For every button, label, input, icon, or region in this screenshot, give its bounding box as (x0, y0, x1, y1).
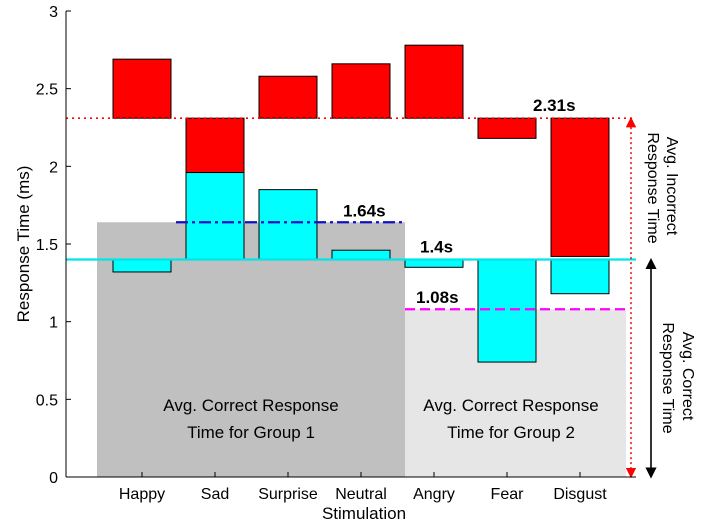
x-tick-label: Sad (201, 486, 229, 503)
correct-bar-fear (477, 259, 537, 363)
correct-bar-happy (112, 259, 172, 273)
x-axis-title: Stimulation (322, 504, 406, 523)
incorrect-bar-disgust (550, 117, 610, 257)
x-tick-label: Neutral (335, 486, 387, 503)
side-label-incorrect-line1: Avg. Incorrect (663, 137, 680, 236)
correct-bar-angry (404, 259, 464, 268)
group-label-1-line1: Avg. Correct Response (163, 396, 338, 415)
x-tick-label: Fear (491, 486, 525, 503)
incorrect-bar-sad (185, 117, 245, 180)
ref-label-1_08: 1.08s (416, 288, 459, 307)
correct-bar-neutral (331, 249, 391, 261)
x-tick-label: Disgust (553, 486, 607, 503)
incorrect-bar-surprise (258, 75, 318, 119)
x-tick-label: Surprise (258, 486, 318, 503)
x-tick-label: Angry (413, 486, 455, 503)
x-tick-label: Happy (119, 486, 165, 503)
ref-label-1_64: 1.64s (343, 201, 386, 220)
side-label-correct-line2: Response Time (659, 322, 676, 433)
incorrect-bar-neutral (331, 63, 391, 119)
ref-label-2_31: 2.31s (533, 96, 576, 115)
incorrect-bar-happy (112, 58, 172, 119)
y-tick-label: 1 (49, 315, 58, 332)
incorrect-bar-angry (404, 44, 464, 119)
y-tick-label: 2 (49, 159, 58, 176)
y-tick-label: 3 (49, 4, 58, 21)
side-label-correct-line1: Avg. Correct (679, 332, 696, 421)
group-label-1-line2: Time for Group 1 (187, 423, 315, 442)
y-tick-label: 0.5 (36, 392, 58, 409)
side-label-incorrect-line2: Response Time (644, 132, 661, 243)
ref-label-1_4: 1.4s (420, 238, 453, 257)
incorrect-bar-fear (477, 117, 537, 139)
group-label-2-line1: Avg. Correct Response (423, 396, 598, 415)
group-label-2-line2: Time for Group 2 (447, 423, 575, 442)
y-axis-title: Response Time (ms) (14, 166, 33, 323)
y-tick-label: 1.5 (36, 237, 58, 254)
y-tick-label: 2.5 (36, 82, 58, 99)
y-tick-label: 0 (49, 470, 58, 487)
correct-bar-surprise (258, 189, 318, 261)
correct-bar-sad (185, 172, 245, 261)
correct-bar-disgust (550, 259, 610, 295)
